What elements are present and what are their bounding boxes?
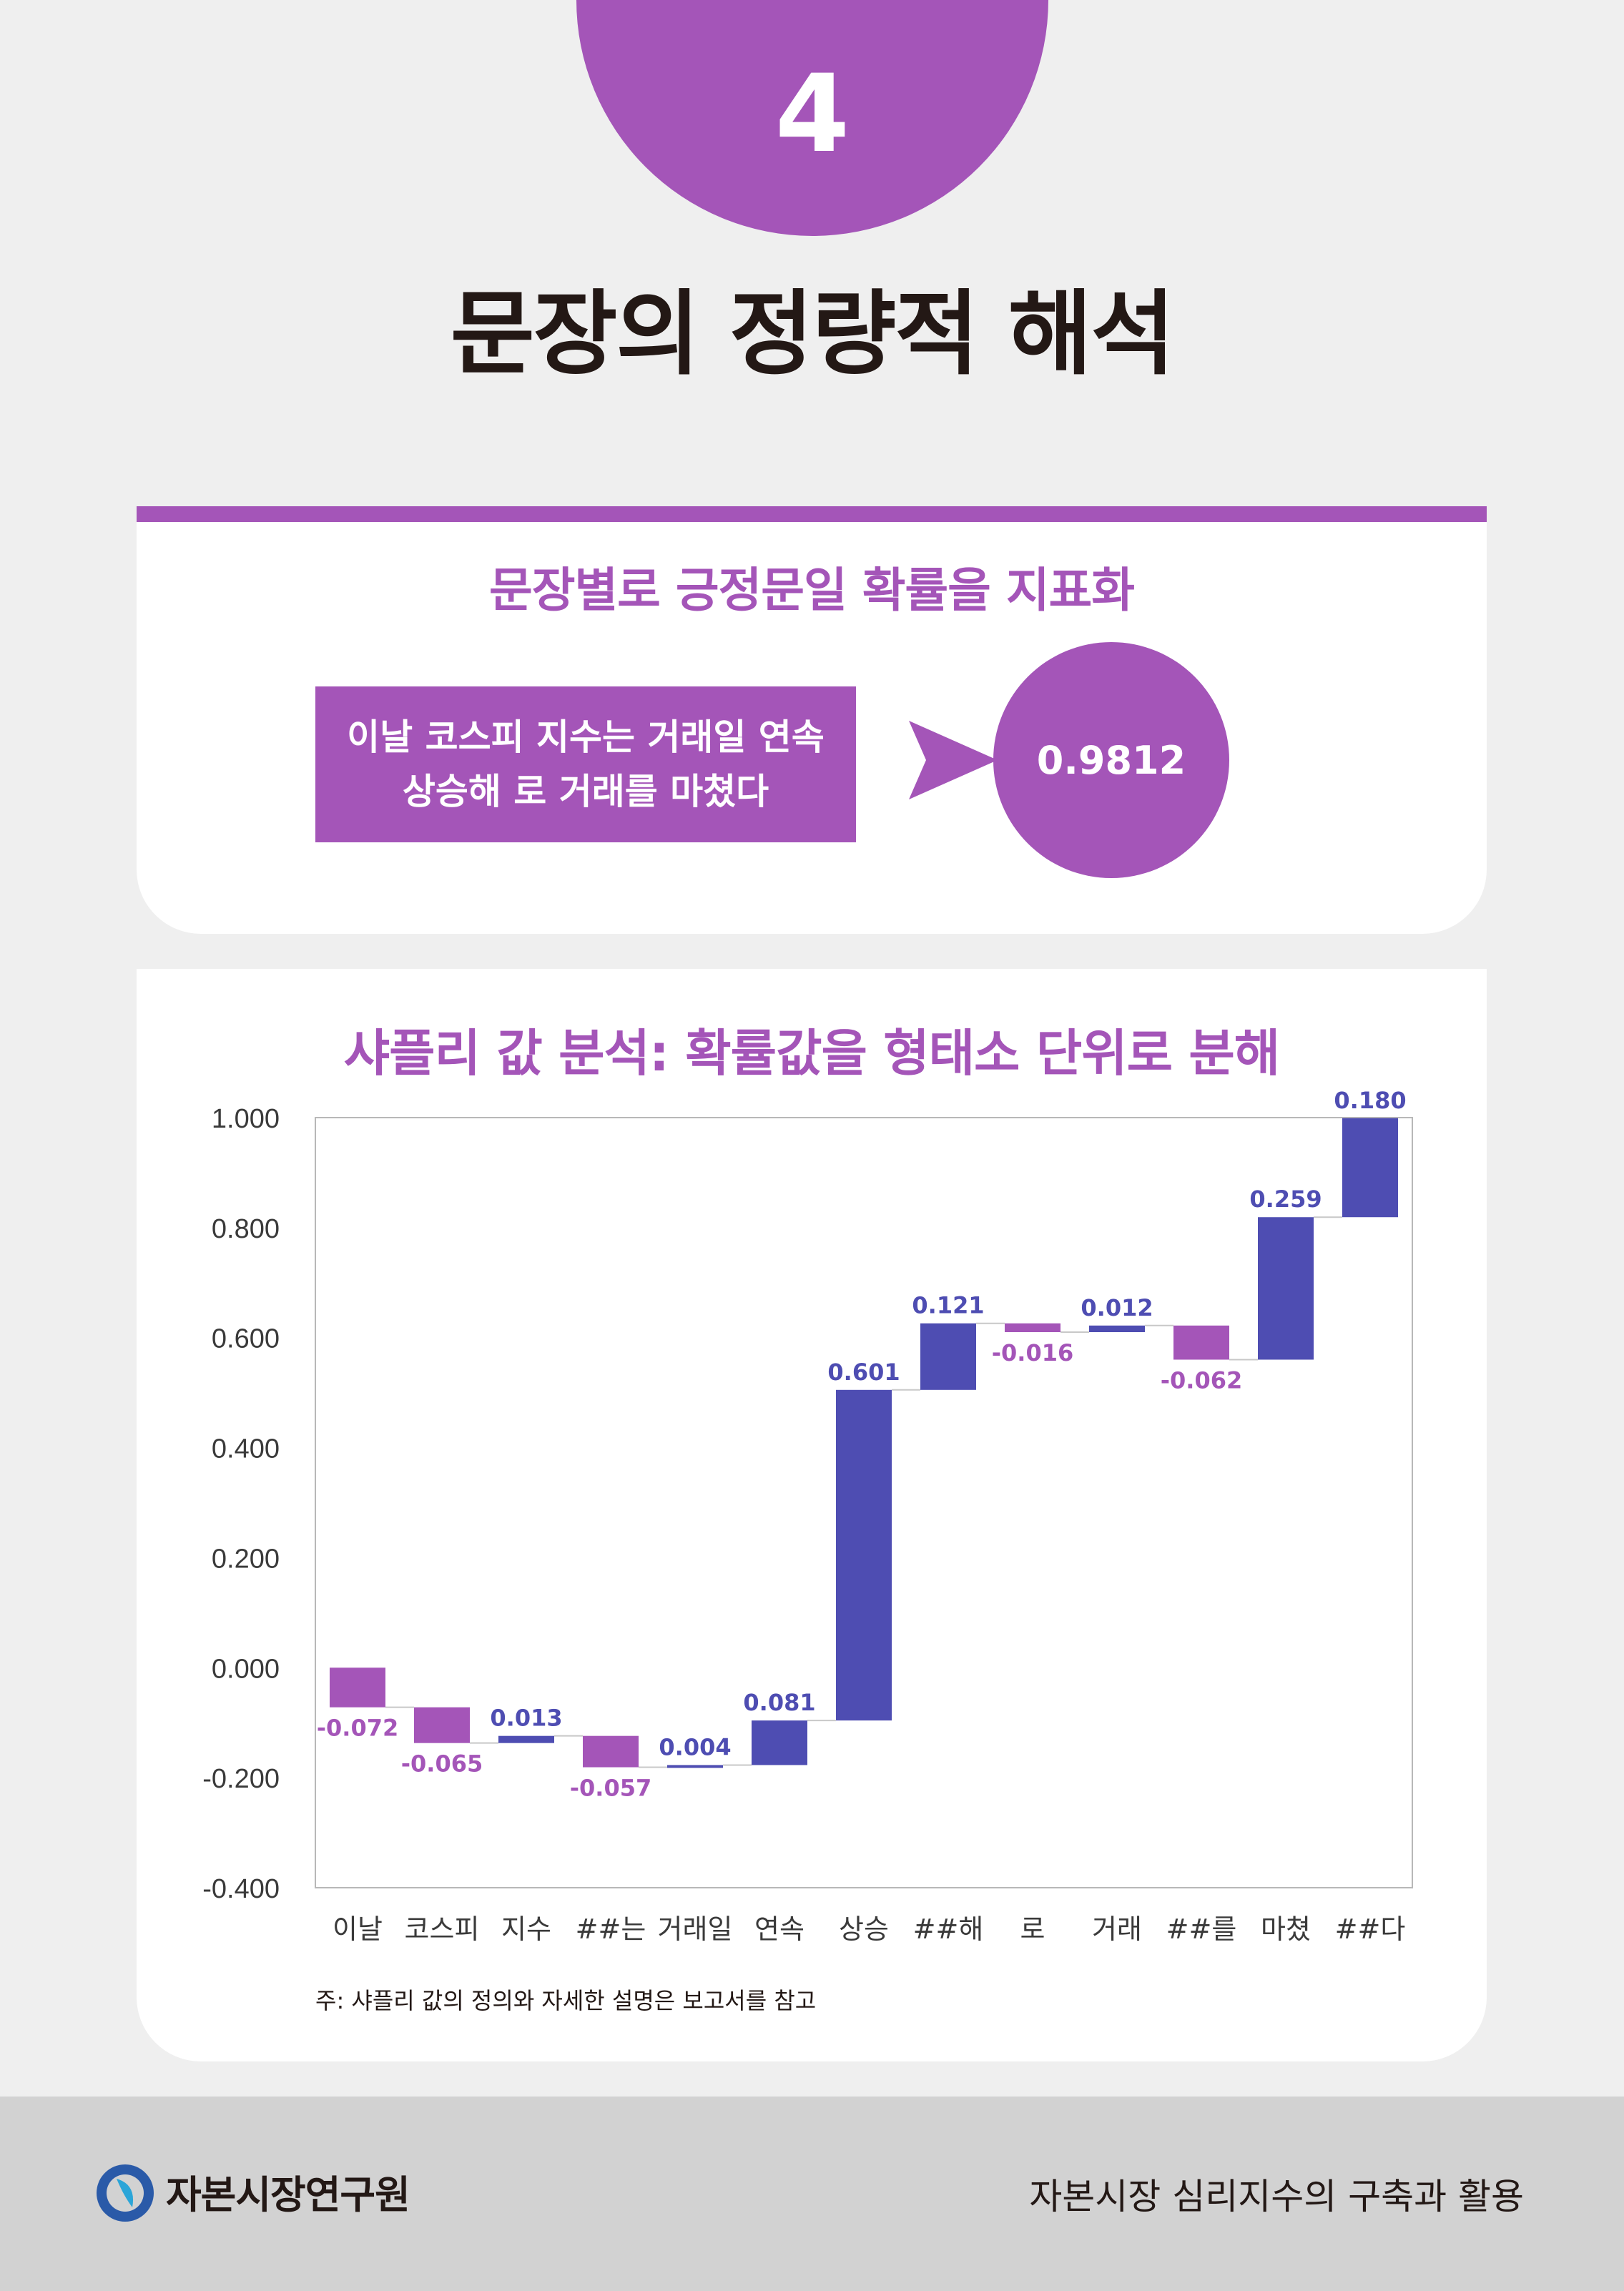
y-tick-label: 0.600 bbox=[212, 1324, 280, 1354]
shapley-waterfall-chart: 1.000 0.800 0.600 0.400 0.200 0.000 -0.200 -0.4… bbox=[202, 1087, 1413, 1945]
example-sentence-box: 이날 코스피 지수는 거래일 연속 상승해 로 거래를 마쳤다 bbox=[315, 686, 856, 842]
bar-##해 bbox=[920, 1323, 976, 1390]
shapley-card: 샤플리 값 분석: 확률값을 형태소 단위로 분해 1.000 0.800 0.60… bbox=[137, 969, 1487, 2061]
sentence-line-2: 상승해 로 거래를 마쳤다 bbox=[402, 771, 769, 812]
logo-icon bbox=[97, 2164, 154, 2222]
footer: 자본시장연구원 자본시장 심리지수의 구축과 활용 bbox=[0, 2097, 1624, 2291]
y-tick-label: 1.000 bbox=[212, 1104, 280, 1134]
bar-마쳤 bbox=[1258, 1217, 1314, 1360]
arrow-right-icon bbox=[909, 721, 998, 799]
x-tick-label: 이날 bbox=[333, 1913, 383, 1945]
y-tick-label: 0.800 bbox=[212, 1214, 280, 1244]
bar-거래 bbox=[1089, 1325, 1145, 1333]
probability-circle: 0.9812 bbox=[993, 642, 1229, 878]
data-label: -0.016 bbox=[992, 1339, 1074, 1366]
bar-지수 bbox=[498, 1735, 554, 1743]
probability-value: 0.9812 bbox=[1036, 737, 1186, 783]
bar-연속 bbox=[752, 1720, 807, 1765]
data-label: -0.065 bbox=[401, 1750, 483, 1778]
bar-로 bbox=[1005, 1323, 1060, 1333]
x-tick-label: 로 bbox=[1020, 1913, 1045, 1945]
section-number-badge: 4 bbox=[576, 0, 1048, 236]
shapley-card-heading: 샤플리 값 분석: 확률값을 형태소 단위로 분해 bbox=[343, 1024, 1280, 1083]
x-tick-label: ##는 bbox=[576, 1913, 646, 1945]
section-number: 4 bbox=[774, 52, 850, 177]
probability-card: 문장별로 긍정문일 확률을 지표화 이날 코스피 지수는 거래일 연속 상승해 … bbox=[137, 506, 1487, 934]
bar-이날 bbox=[330, 1667, 385, 1708]
y-tick-label: 0.200 bbox=[212, 1544, 280, 1574]
data-label: 0.601 bbox=[827, 1359, 900, 1386]
bar-코스피 bbox=[414, 1707, 470, 1743]
x-tick-label: ##해 bbox=[913, 1913, 984, 1945]
data-label: 0.012 bbox=[1081, 1294, 1153, 1321]
x-tick-label: 상승 bbox=[839, 1913, 889, 1945]
y-tick-label: -0.200 bbox=[202, 1764, 280, 1794]
y-tick-label: 0.000 bbox=[212, 1654, 280, 1684]
data-label: 0.013 bbox=[490, 1705, 562, 1732]
data-label: 0.121 bbox=[912, 1292, 984, 1319]
card-top-bar bbox=[137, 506, 1487, 522]
x-tick-label: 코스피 bbox=[405, 1913, 480, 1945]
data-label: 0.259 bbox=[1249, 1186, 1322, 1213]
x-tick-label: 거래일 bbox=[658, 1913, 733, 1945]
org-name: 자본시장연구원 bbox=[166, 2172, 410, 2217]
chart-note: 주: 샤플리 값의 정의와 자세한 설명은 보고서를 참고 bbox=[315, 1987, 817, 2014]
probability-card-heading: 문장별로 긍정문일 확률을 지표화 bbox=[488, 563, 1135, 618]
page-title: 문장의 정량적 해석 bbox=[450, 281, 1175, 388]
data-label: -0.062 bbox=[1161, 1366, 1243, 1394]
data-label: 0.180 bbox=[1334, 1087, 1406, 1114]
x-tick-label: 연속 bbox=[754, 1913, 804, 1945]
x-tick-label: 지수 bbox=[501, 1913, 551, 1945]
bar-##를 bbox=[1173, 1325, 1229, 1360]
y-tick-label: 0.400 bbox=[212, 1434, 280, 1464]
report-title: 자본시장 심리지수의 구축과 활용 bbox=[1029, 2176, 1524, 2217]
bar-##는 bbox=[583, 1735, 639, 1768]
data-label: 0.004 bbox=[659, 1733, 731, 1760]
x-tick-label: 마쳤 bbox=[1261, 1913, 1311, 1945]
plot-frame bbox=[315, 1117, 1413, 1888]
bar-##다 bbox=[1342, 1118, 1398, 1218]
data-label: -0.072 bbox=[317, 1715, 399, 1742]
data-label: 0.081 bbox=[743, 1689, 815, 1716]
x-tick-label: 거래 bbox=[1092, 1913, 1142, 1945]
bar-상승 bbox=[836, 1389, 892, 1721]
bar-거래일 bbox=[667, 1765, 723, 1768]
x-tick-label: ##를 bbox=[1166, 1913, 1237, 1945]
sentence-line-1: 이날 코스피 지수는 거래일 연속 bbox=[347, 716, 825, 758]
data-label: -0.057 bbox=[570, 1775, 652, 1802]
x-tick-label: ##다 bbox=[1335, 1913, 1406, 1945]
y-tick-label: -0.400 bbox=[202, 1874, 280, 1904]
